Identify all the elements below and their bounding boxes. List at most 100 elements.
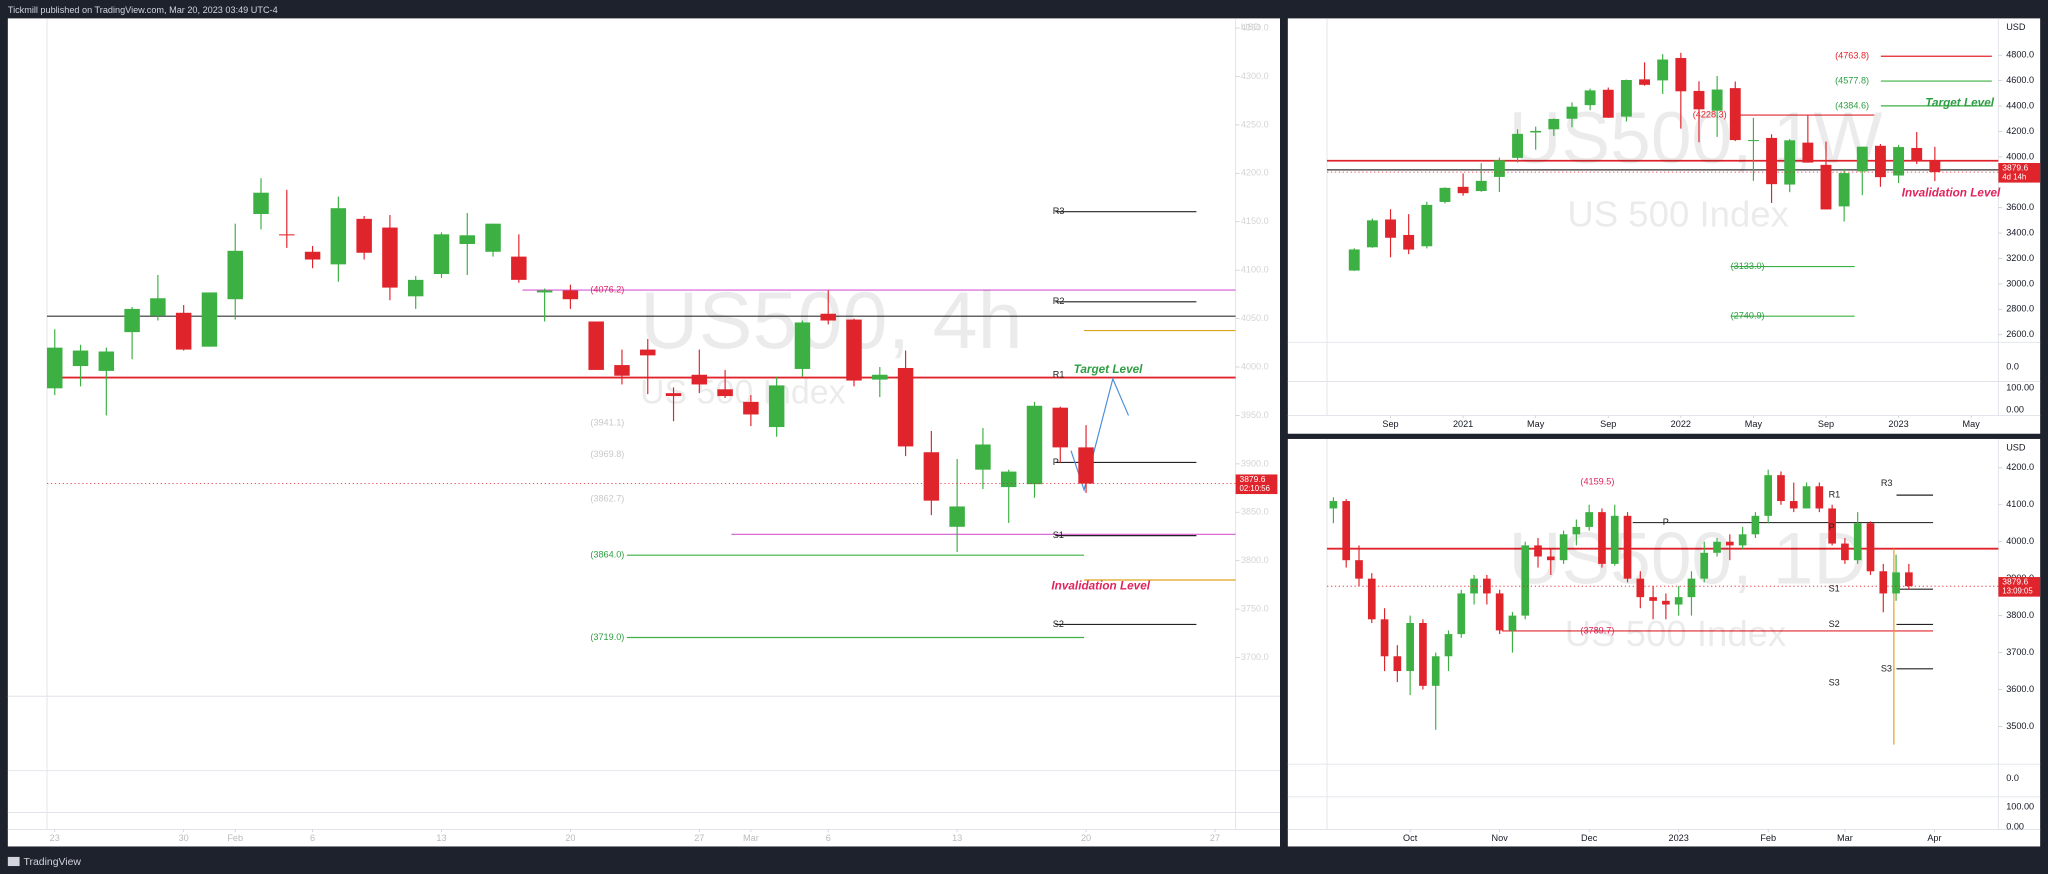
annotation: S3 [1881,663,1892,673]
annotation: S3 [1829,678,1840,688]
y-tick-label: 4000.0 [2006,536,2034,546]
candle-body [1475,180,1487,192]
candle-body [1751,515,1760,535]
candle-body [356,218,372,253]
candle-body [1470,578,1478,594]
x-tick-label: Oct [1403,833,1418,843]
annotation: (4228.3) [1693,109,1727,119]
candle-body [1366,220,1378,248]
candle-body [872,374,888,380]
x-tick-label: Mar [743,833,759,843]
candle-body [1000,471,1017,488]
x-tick-label: Sep [1818,419,1834,429]
candle-body [1530,130,1542,133]
countdown: 13:09:05 [2002,586,2033,595]
candle-body [1620,79,1632,117]
y-tick-label: 3750.0 [1241,604,1269,614]
currency: USD [2006,22,2026,32]
candle-body [1508,615,1517,631]
y-tick-label: 3950.0 [1241,410,1269,420]
candle-body [485,223,501,252]
x-tick-label: May [1527,419,1545,429]
last-price-label: 3879.6 [1240,474,1266,484]
candle-body [1078,447,1094,484]
candle-body [459,235,476,245]
candle-body [640,349,656,356]
candle-body [1639,79,1650,85]
x-tick-label: 23 [50,833,60,843]
candle-body [150,298,166,316]
indicator-tick-label: 100.00 [2006,382,2034,392]
candle-body [1693,90,1705,110]
y-tick-label: 3400.0 [2006,227,2034,237]
annotation: (4076.2) [590,284,624,294]
y-tick-label: 4250.0 [1241,119,1269,129]
candle-body [1521,545,1530,616]
annotation: Target Level [1074,363,1144,376]
candle-body [1866,523,1875,572]
y-tick-label: 4150.0 [1241,216,1269,226]
annotation: S2 [1829,619,1840,629]
candle-body [330,208,347,265]
candle-body [1841,543,1849,561]
candle-body [1380,619,1389,657]
x-tick-label: 27 [1210,833,1220,843]
candle-body [1406,623,1414,672]
y-tick-label: 3600.0 [2006,684,2034,694]
candle-body [1566,106,1578,119]
annotation: (4159.5) [1580,476,1614,486]
candle-body [1711,89,1723,111]
x-tick-label: Feb [227,833,243,843]
annotation: (4763.8) [1835,51,1869,61]
y-tick-label: 4600.0 [2006,75,2034,85]
candle-body [1725,541,1734,546]
candle-body [1572,526,1581,535]
y-tick-label: 3850.0 [1241,507,1269,517]
candle-body [1623,515,1632,579]
x-tick-label: Mar [1837,833,1853,843]
candle-body [1700,552,1709,579]
annotation: S2 [1053,619,1064,629]
candle-body [1747,140,1759,142]
candle-body [1662,600,1670,605]
x-tick-label: Sep [1600,419,1616,429]
candle-body [1636,578,1645,598]
y-tick-label: 3800.0 [2006,610,2034,620]
candle-body [1610,515,1619,564]
candle-body [1649,597,1657,601]
candle-body [1784,140,1796,185]
y-tick-label: 4400.0 [2006,100,2034,110]
candle-body [923,452,940,501]
y-tick-label: 4000.0 [1241,361,1269,371]
candle-body [614,365,630,376]
candle-body [1403,234,1415,250]
panel-top-right [1287,18,2041,434]
candle-body [1802,486,1811,509]
annotation: (3862.7) [590,493,624,503]
candle-body [1766,137,1778,185]
y-tick-label: 3500.0 [2006,721,2034,731]
candle-body [975,444,991,470]
annotation: P [1663,517,1669,527]
candle-body [279,234,295,236]
candle-body [1495,593,1504,631]
candle-body [1385,219,1396,238]
countdown: 02:10:56 [1240,484,1271,493]
candle-body [1421,204,1433,247]
x-tick-label: 13 [952,833,962,843]
candle-body [1367,578,1376,620]
annotation: Invalidation Level [1902,187,2001,200]
y-tick-label: 4100.0 [2006,499,2034,509]
candle-body [1483,578,1491,594]
y-tick-label: 4200.0 [2006,462,2034,472]
candle-body [304,251,321,260]
candle-body [1874,145,1886,178]
candle-body [253,192,269,215]
candle-body [1329,501,1338,509]
candle-body [665,393,682,397]
x-tick-label: Apr [1927,833,1941,843]
candle-body [1838,173,1850,207]
annotation: (3941.1) [590,418,624,428]
